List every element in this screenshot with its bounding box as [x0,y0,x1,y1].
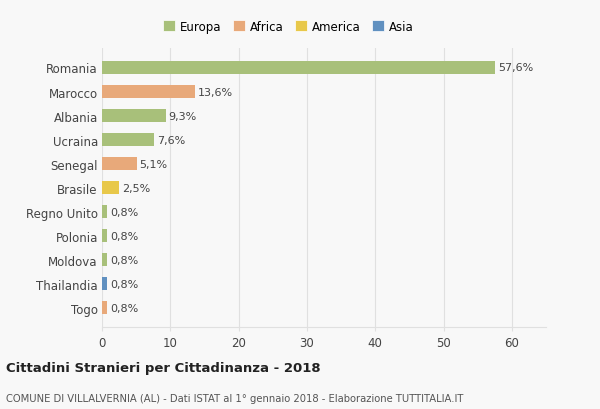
Text: 57,6%: 57,6% [498,63,533,73]
Bar [102,301,107,315]
Bar [102,110,166,123]
Text: 13,6%: 13,6% [197,87,233,97]
Text: 0,8%: 0,8% [110,279,139,289]
Bar [102,182,119,195]
Text: 0,8%: 0,8% [110,207,139,217]
Legend: Europa, Africa, America, Asia: Europa, Africa, America, Asia [158,16,418,38]
Text: 0,8%: 0,8% [110,303,139,313]
Bar [102,254,107,267]
Bar [102,205,107,219]
Text: Cittadini Stranieri per Cittadinanza - 2018: Cittadini Stranieri per Cittadinanza - 2… [6,361,320,374]
Bar [102,86,195,99]
Text: 0,8%: 0,8% [110,255,139,265]
Text: COMUNE DI VILLALVERNIA (AL) - Dati ISTAT al 1° gennaio 2018 - Elaborazione TUTTI: COMUNE DI VILLALVERNIA (AL) - Dati ISTAT… [6,393,463,403]
Text: 2,5%: 2,5% [122,183,150,193]
Bar [102,62,496,75]
Bar [102,134,154,147]
Text: 5,1%: 5,1% [140,159,167,169]
Bar [102,157,137,171]
Bar [102,229,107,243]
Bar [102,277,107,290]
Text: 9,3%: 9,3% [168,111,197,121]
Text: 0,8%: 0,8% [110,231,139,241]
Text: 7,6%: 7,6% [157,135,185,145]
